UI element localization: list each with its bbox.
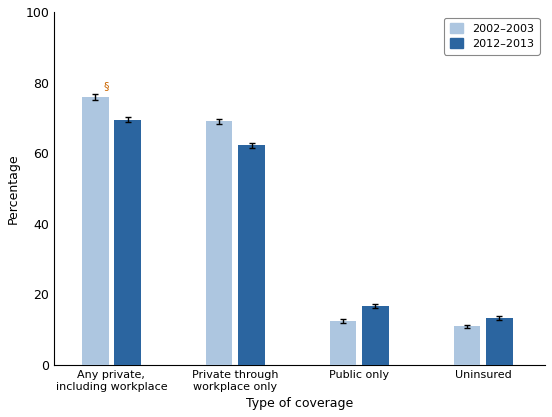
Y-axis label: Percentage: Percentage xyxy=(7,153,20,224)
Bar xyxy=(454,326,480,365)
Bar xyxy=(82,97,109,365)
Bar xyxy=(238,146,265,365)
Bar xyxy=(114,120,141,365)
Text: §: § xyxy=(104,81,109,91)
Bar xyxy=(330,321,357,365)
Bar xyxy=(206,121,232,365)
X-axis label: Type of coverage: Type of coverage xyxy=(246,397,353,410)
Bar xyxy=(362,306,389,365)
Bar xyxy=(486,318,513,365)
Legend: 2002–2003, 2012–2013: 2002–2003, 2012–2013 xyxy=(444,18,539,55)
